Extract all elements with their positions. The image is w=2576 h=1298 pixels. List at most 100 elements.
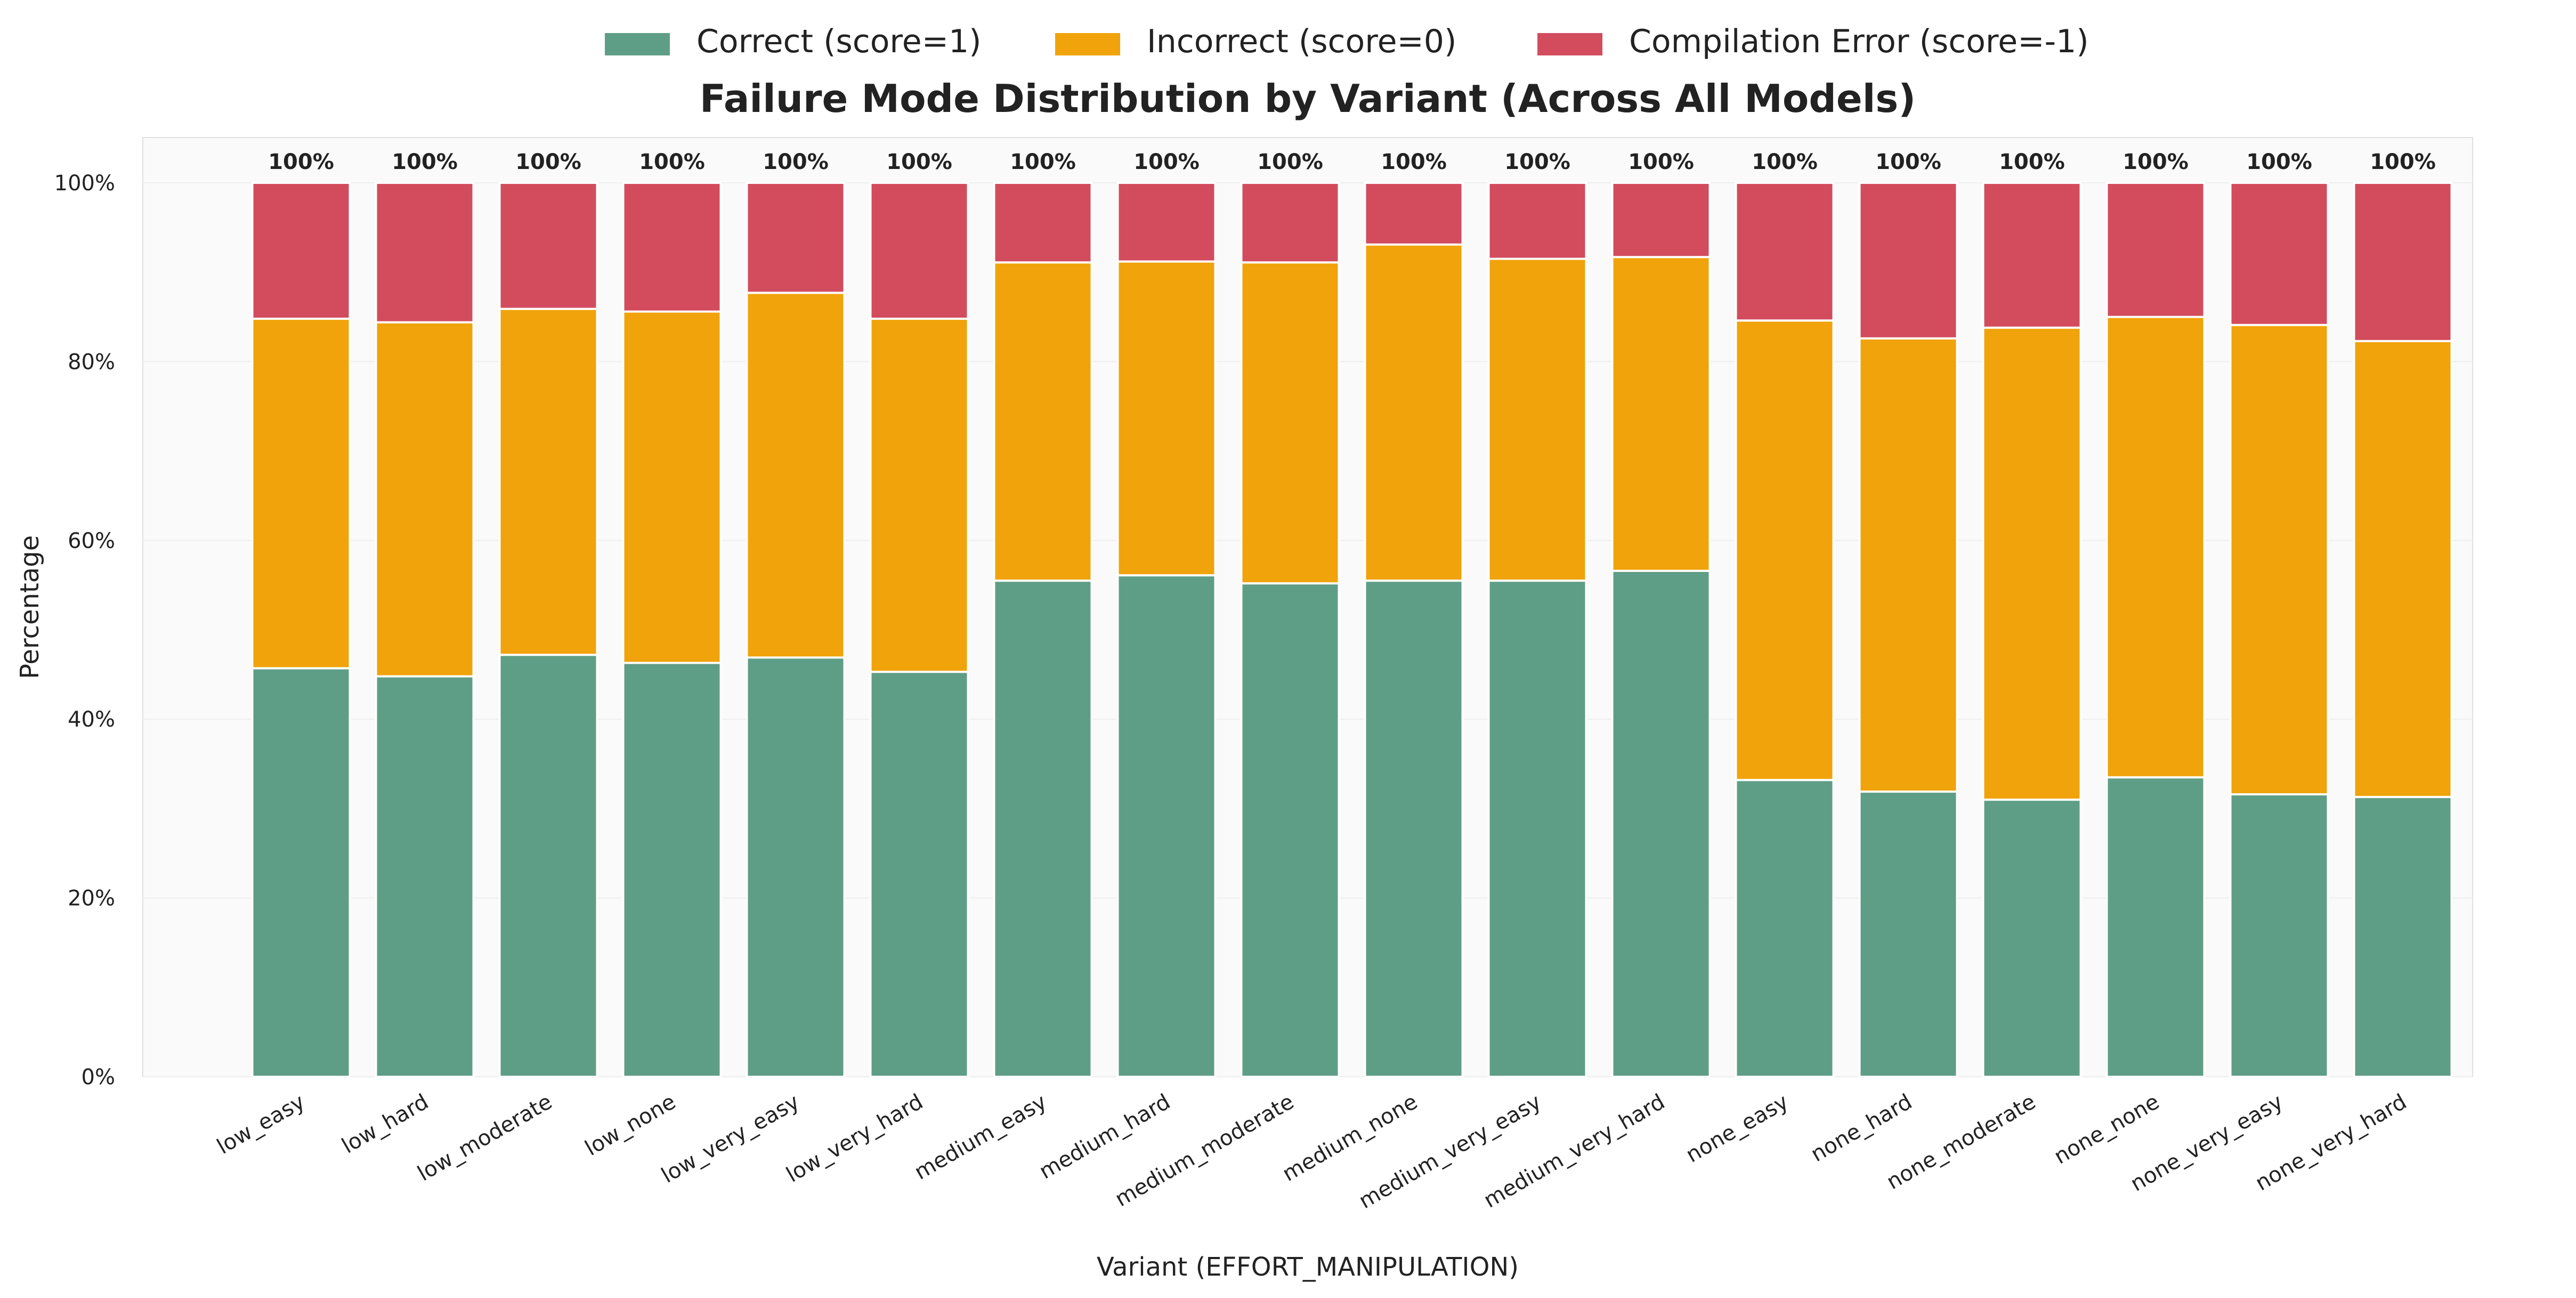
bar-segment <box>1116 260 1217 577</box>
legend-swatch <box>605 33 670 55</box>
bar-segment <box>746 656 846 1078</box>
bar-segment <box>375 182 475 324</box>
bar-segment <box>2105 776 2206 1078</box>
x-tick-label: low_hard <box>338 1090 433 1158</box>
bar-segment <box>1364 243 1464 582</box>
legend-swatch <box>1055 33 1120 55</box>
bar-segment <box>1364 579 1464 1078</box>
total-label: 100% <box>1504 150 1570 174</box>
total-label: 100% <box>639 150 705 174</box>
bar-segment <box>1487 182 1587 260</box>
total-label: 100% <box>2246 150 2312 174</box>
legend-label: Correct (score=1) <box>696 23 982 60</box>
y-tick-label: 60% <box>68 529 115 553</box>
bar-segment <box>1240 182 1340 264</box>
bar-segment <box>1735 779 1835 1078</box>
x-axis-label: Variant (EFFORT_MANIPULATION) <box>1097 1252 1519 1282</box>
y-axis-label: Percentage <box>15 535 45 679</box>
total-label: 100% <box>515 150 581 174</box>
bar-segment <box>622 662 722 1078</box>
x-tick-label: low_moderate <box>414 1090 556 1186</box>
total-label: 100% <box>763 150 829 174</box>
bar-segment <box>869 317 969 673</box>
bar-segment <box>498 182 598 310</box>
bar-segment <box>2229 182 2329 326</box>
bar-segment <box>1611 256 1711 572</box>
total-label: 100% <box>392 150 458 174</box>
chart-title: Failure Mode Distribution by Variant (Ac… <box>700 76 1916 121</box>
total-labels: 100% 100% 100% 100% 100% 100% 100% 100% 100% 100%… <box>268 150 2436 174</box>
bar-segment <box>622 182 722 313</box>
bar-segment <box>1364 182 1464 246</box>
x-tick-label: medium_easy <box>910 1090 1051 1185</box>
x-tick-label: none_easy <box>1682 1090 1793 1168</box>
legend-swatch <box>1537 33 1602 55</box>
total-label: 100% <box>1133 150 1200 174</box>
total-label: 100% <box>1381 150 1447 174</box>
bar-segment <box>993 579 1093 1078</box>
bar-segment <box>993 261 1093 582</box>
legend-label: Compilation Error (score=-1) <box>1629 23 2089 60</box>
bar-segment <box>2229 793 2329 1078</box>
total-label: 100% <box>1628 150 1694 174</box>
x-tick-label: low_none <box>581 1090 680 1161</box>
x-tick-label: low_very_easy <box>658 1090 804 1188</box>
bar-segment <box>1240 582 1340 1078</box>
bar-segment <box>2105 182 2206 318</box>
bar-segment <box>1982 799 2082 1078</box>
x-tick-label: low_easy <box>213 1090 309 1159</box>
bar-segment <box>1116 574 1217 1078</box>
y-tick-label: 100% <box>54 171 115 196</box>
bar-segment <box>1611 569 1711 1078</box>
x-tick-label: none_none <box>2050 1090 2164 1170</box>
bar-segment <box>746 292 846 659</box>
bar-segment <box>375 675 475 1078</box>
total-label: 100% <box>886 150 952 174</box>
bar-segment <box>1858 791 1958 1078</box>
bar-segment <box>2353 796 2453 1078</box>
y-tick-label: 40% <box>68 707 115 732</box>
bar-segment <box>746 182 846 294</box>
total-label: 100% <box>2370 150 2436 174</box>
bar-segment <box>869 671 969 1078</box>
total-label: 100% <box>268 150 334 174</box>
bar-segment <box>1611 182 1711 259</box>
bar-segment <box>1858 182 1958 340</box>
x-tick-label: none_hard <box>1807 1090 1916 1167</box>
bar-segment <box>251 667 351 1078</box>
bars <box>251 182 2453 1078</box>
bar-segment <box>1735 319 1835 781</box>
bar-segment <box>498 308 598 656</box>
bar-segment <box>1982 326 2082 801</box>
y-tick-label: 80% <box>68 350 115 374</box>
bar-segment <box>375 321 475 678</box>
x-tick-label: low_very_hard <box>782 1090 927 1188</box>
bar-segment <box>1858 337 1958 793</box>
bar-segment <box>622 310 722 664</box>
bar-segment <box>869 182 969 320</box>
bar-segment <box>1487 257 1587 582</box>
bar-segment <box>498 654 598 1078</box>
bar-segment <box>2353 182 2453 342</box>
bar-segment <box>251 182 351 320</box>
bar-segment <box>2353 340 2453 799</box>
total-label: 100% <box>1999 150 2065 174</box>
bar-segment <box>2229 324 2329 796</box>
legend: Correct (score=1) Incorrect (score=0) Comp… <box>605 23 2089 60</box>
bar-segment <box>1735 182 1835 322</box>
total-label: 100% <box>1875 150 1941 174</box>
bar-segment <box>1487 579 1587 1078</box>
bar-segment <box>1240 261 1340 585</box>
bar-segment <box>1116 182 1217 263</box>
bar-segment <box>993 182 1093 264</box>
total-label: 100% <box>1010 150 1076 174</box>
bar-segment <box>2105 316 2206 779</box>
total-label: 100% <box>1257 150 1323 174</box>
y-tick-label: 0% <box>82 1065 115 1090</box>
legend-label: Incorrect (score=0) <box>1147 23 1456 60</box>
bar-segment <box>1982 182 2082 329</box>
y-tick-label: 20% <box>68 886 115 911</box>
total-label: 100% <box>1752 150 1818 174</box>
